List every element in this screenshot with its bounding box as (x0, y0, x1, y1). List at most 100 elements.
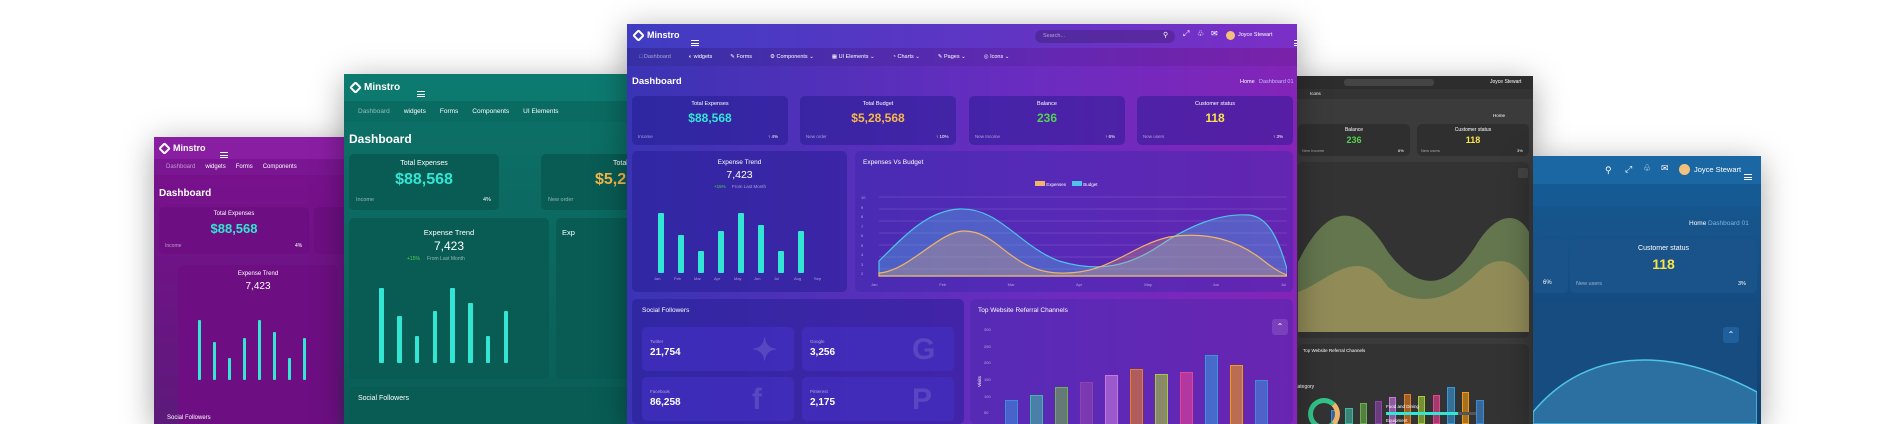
breadcrumb-current: Dashboard 01 (1708, 220, 1749, 227)
menu-toggle-icon[interactable] (417, 91, 425, 97)
trend-bar (257, 320, 262, 380)
x-tick-label: Mar (1007, 282, 1015, 287)
trend-bar (486, 335, 491, 363)
dashboard-preview-blue: ⚲ ⤢ ♧ ✉ Joyce Stewart Home Dashboard 01 … (1533, 156, 1761, 424)
menu-toggle-icon[interactable] (1744, 174, 1752, 180)
referral-bar (1374, 400, 1382, 424)
user-name[interactable]: Joyce Stewart (1490, 79, 1522, 85)
user-name[interactable]: Joyce Stewart (1238, 32, 1273, 38)
social-item-facebook[interactable]: Facebook 86,258 f (642, 377, 794, 421)
fullscreen-icon[interactable]: ⤢ (1625, 164, 1633, 174)
y-tick-label: 10 (861, 195, 866, 200)
logo-icon (632, 28, 645, 42)
google-icon: G (912, 333, 936, 366)
search-input[interactable] (1344, 79, 1434, 86)
category-title: y Category (1290, 384, 1315, 390)
stat-label: Income (638, 134, 653, 139)
nav-item-icons[interactable]: Icons (1310, 91, 1321, 96)
nav-item-icons[interactable]: ◎ Icons ⌄ (983, 54, 1010, 60)
x-tick-label: Sep (814, 276, 822, 281)
dashboard-preview-teal: Minstro Dashboard widgets Forms Componen… (344, 74, 644, 424)
nav-item-dashboard[interactable]: □ Dashboard (639, 54, 671, 60)
search-input[interactable]: Search... ⚲ (1035, 30, 1175, 43)
budget-area (1298, 215, 1529, 332)
social-value: 86,258 (650, 397, 681, 408)
nav-item-widgets[interactable]: widgets (205, 164, 226, 170)
stat-card-balance: Balance 236 New Income 6% (1298, 124, 1410, 156)
trend-bar (287, 358, 292, 380)
stat-value: $5,28,568 (851, 111, 905, 125)
nav-item-pages[interactable]: ✎ Pages ⌄ (937, 54, 966, 60)
nav-item-dashboard[interactable]: Dashboard (358, 108, 390, 115)
card-title: Exp (562, 228, 575, 237)
breadcrumb-home[interactable]: Home (1689, 220, 1707, 227)
nav-item-widgets[interactable]: ◐ widgets (688, 54, 713, 60)
expense-trend-card: Expense Trend 7,423 +15% From Last Month… (632, 151, 847, 292)
nav-item-ui-elements[interactable]: ▦ UI Elements ⌄ (831, 54, 875, 60)
search-icon[interactable]: ⚲ (1605, 165, 1612, 175)
mail-icon[interactable]: ✉ (1661, 163, 1669, 173)
nav-item-forms[interactable]: ✎ Forms (730, 54, 753, 60)
menu-toggle-icon[interactable] (220, 152, 228, 158)
referral-bar (1461, 391, 1470, 424)
dashboard-preview-purple: Minstro Dashboard widgets Forms Componen… (154, 137, 374, 424)
x-tick-label: Jul (774, 276, 780, 281)
stat-change: ↑ 3% (1273, 134, 1284, 139)
breadcrumb-home[interactable]: Home (1240, 79, 1255, 85)
social-item-twitter[interactable]: Twitter 21,754 ✦ (642, 327, 794, 371)
trend-bar (718, 231, 724, 273)
right-menu-icon[interactable] (1294, 40, 1297, 46)
fullscreen-icon[interactable]: ⤢ (1183, 29, 1190, 38)
stat-card: Customer status 118 New users ↑ 3% (1137, 96, 1293, 145)
nav-item-components[interactable]: ⚙ Components ⌄ (770, 54, 814, 60)
social-name: Pinterest (810, 389, 828, 394)
y-tick-label: 300 (984, 327, 991, 332)
stat-title: Customer status (1454, 127, 1492, 133)
nav-item-forms[interactable]: Forms (235, 164, 253, 170)
chart-legend: Expenses Budget (1035, 181, 1098, 187)
nav-item-forms[interactable]: Forms (439, 108, 459, 115)
search-icon[interactable]: ⚲ (1163, 32, 1169, 39)
trend-value: 7,423 (245, 281, 271, 292)
bell-icon[interactable]: ♧ (1643, 163, 1652, 173)
nav-item-widgets[interactable]: widgets (403, 108, 426, 115)
expense-trend-card: Expense Trend 7,423 +15% From Last Month (349, 218, 549, 379)
x-tick-label: Jun (1212, 282, 1220, 287)
area-chart (878, 196, 1287, 277)
user-name[interactable]: Joyce Stewart (1694, 165, 1742, 174)
mail-icon[interactable]: ✉ (1211, 29, 1218, 38)
dashboard-preview-indigo: Minstro Search... ⚲ ⤢ ♧ ✉ Joyce Stewart … (627, 24, 1297, 424)
avatar[interactable] (1226, 31, 1235, 40)
stat-card-expenses: Total Expenses $88,568 Income 4% (349, 154, 499, 210)
budget-area (1533, 359, 1757, 424)
menu-toggle-icon[interactable] (691, 40, 699, 46)
y-tick-label: 6 (861, 233, 864, 239)
nav-item-components[interactable]: Components (472, 108, 510, 115)
social-item-pinterest[interactable]: Pinterest 2,175 P (802, 377, 954, 421)
trend-bar (778, 251, 784, 273)
breadcrumb-home[interactable]: Home (1493, 113, 1506, 118)
brand: Minstro (349, 81, 400, 94)
scroll-up-button[interactable] (1518, 168, 1528, 178)
social-item-google[interactable]: Google 3,256 G (802, 327, 954, 371)
stat-value: $88,568 (688, 111, 732, 125)
stat-title: Balance (1344, 127, 1364, 133)
nav-item-components[interactable]: Components (262, 164, 297, 170)
bell-icon[interactable]: ♧ (1197, 29, 1205, 38)
budget-area (878, 208, 1287, 277)
avatar[interactable] (1679, 164, 1690, 175)
nav-item-charts[interactable]: ◔ Charts ⌄ (892, 54, 920, 60)
stat-label: New users (1576, 281, 1602, 287)
stat-label: New order (806, 134, 827, 139)
nav-item-ui-elements[interactable]: UI Elements (523, 108, 559, 115)
referral-bar (1418, 396, 1426, 424)
nav-item-dashboard[interactable]: Dashboard (166, 164, 196, 170)
referral-bar (1055, 387, 1068, 424)
topbar: Minstro (154, 137, 374, 159)
stat-change: 6% (1543, 280, 1552, 286)
scroll-up-button[interactable]: ⌃ (1272, 319, 1288, 335)
stat-value: $88,568 (395, 171, 453, 188)
y-axis-label: Visits (976, 376, 982, 387)
scroll-up-button[interactable]: ⌃ (1723, 327, 1739, 343)
expense-trend-chart (193, 320, 328, 380)
